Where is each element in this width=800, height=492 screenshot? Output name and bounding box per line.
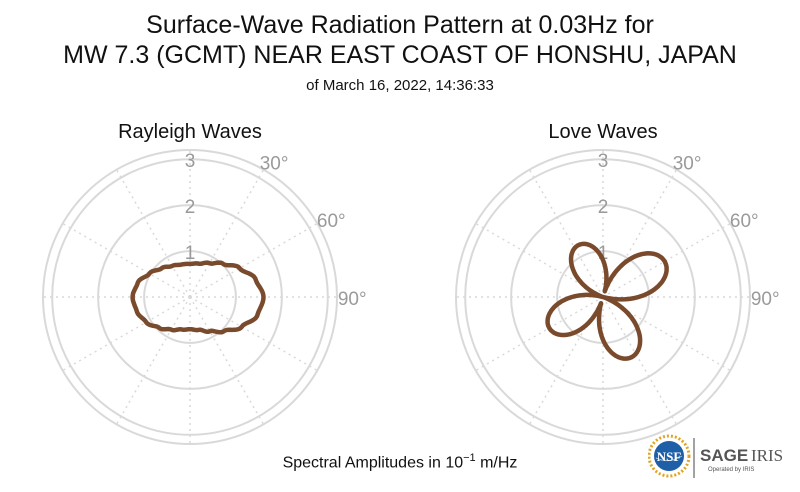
radial-gridline: [115, 169, 191, 298]
caption: Spectral Amplitudes in 10−1 m/Hz: [0, 452, 800, 472]
radiation-pattern-curve: [130, 260, 266, 335]
chart-subtitle: of March 16, 2022, 14:36:33: [306, 77, 494, 94]
radius-tick-label: 2: [185, 197, 196, 218]
ring-gridline: [143, 250, 237, 344]
angle-tick-label: 90°: [751, 289, 780, 310]
angle-tick-label: 30°: [260, 154, 289, 175]
ring-gridline: [51, 158, 329, 436]
angle-tick-label: 30°: [673, 154, 702, 175]
sage-text: SAGE: [700, 446, 748, 465]
radial-gridline: [475, 296, 604, 372]
radial-gridline: [115, 296, 191, 425]
radius-tick-label: 3: [185, 151, 196, 172]
ring-gridline: [464, 158, 742, 436]
radius-tick-label: 2: [598, 197, 609, 218]
angle-tick-label: 90°: [338, 289, 367, 310]
iris-text: IRIS: [751, 446, 783, 465]
radial-gridline: [62, 222, 191, 298]
caption-exponent: −1: [463, 452, 476, 464]
outer-ring: [42, 149, 338, 445]
radial-gridline: [189, 169, 265, 298]
caption-prefix: Spectral Amplitudes in: [282, 454, 446, 472]
nsf-logo: NSF: [648, 434, 691, 478]
radial-gridline: [528, 169, 604, 298]
panel-title: Love Waves: [548, 121, 657, 143]
nsf-text: NSF: [657, 449, 682, 464]
radial-gridline: [189, 222, 318, 298]
sponsor-logos: NSF SAGE IRIS Operated by IRIS: [648, 434, 783, 478]
ring-gridline: [510, 204, 696, 390]
radius-tick-label: 1: [185, 243, 196, 264]
radial-gridline: [189, 296, 265, 425]
chart-title-line2: MW 7.3 (GCMT) NEAR EAST COAST OF HONSHU,…: [63, 41, 737, 69]
radius-tick-label: 3: [598, 151, 609, 172]
operated-by-text: Operated by IRIS: [708, 467, 754, 473]
caption-unit: m/Hz: [475, 454, 518, 472]
angle-tick-label: 60°: [730, 211, 759, 232]
radius-tick-label: 1: [598, 243, 609, 264]
outer-ring: [455, 149, 751, 445]
caption-base: 10: [445, 454, 464, 472]
radial-gridline: [189, 296, 318, 372]
radial-gridline: [62, 296, 191, 372]
sage-iris-logo: SAGE IRIS Operated by IRIS: [700, 446, 783, 473]
radial-gridline: [602, 222, 731, 298]
radial-gridline: [602, 296, 678, 425]
chart-title-line1: Surface-Wave Radiation Pattern at 0.03Hz…: [146, 11, 654, 39]
radiation-pattern-curve: [545, 241, 669, 361]
ring-gridline: [97, 204, 283, 390]
panel-title: Rayleigh Waves: [118, 121, 262, 143]
angle-tick-label: 60°: [317, 211, 346, 232]
